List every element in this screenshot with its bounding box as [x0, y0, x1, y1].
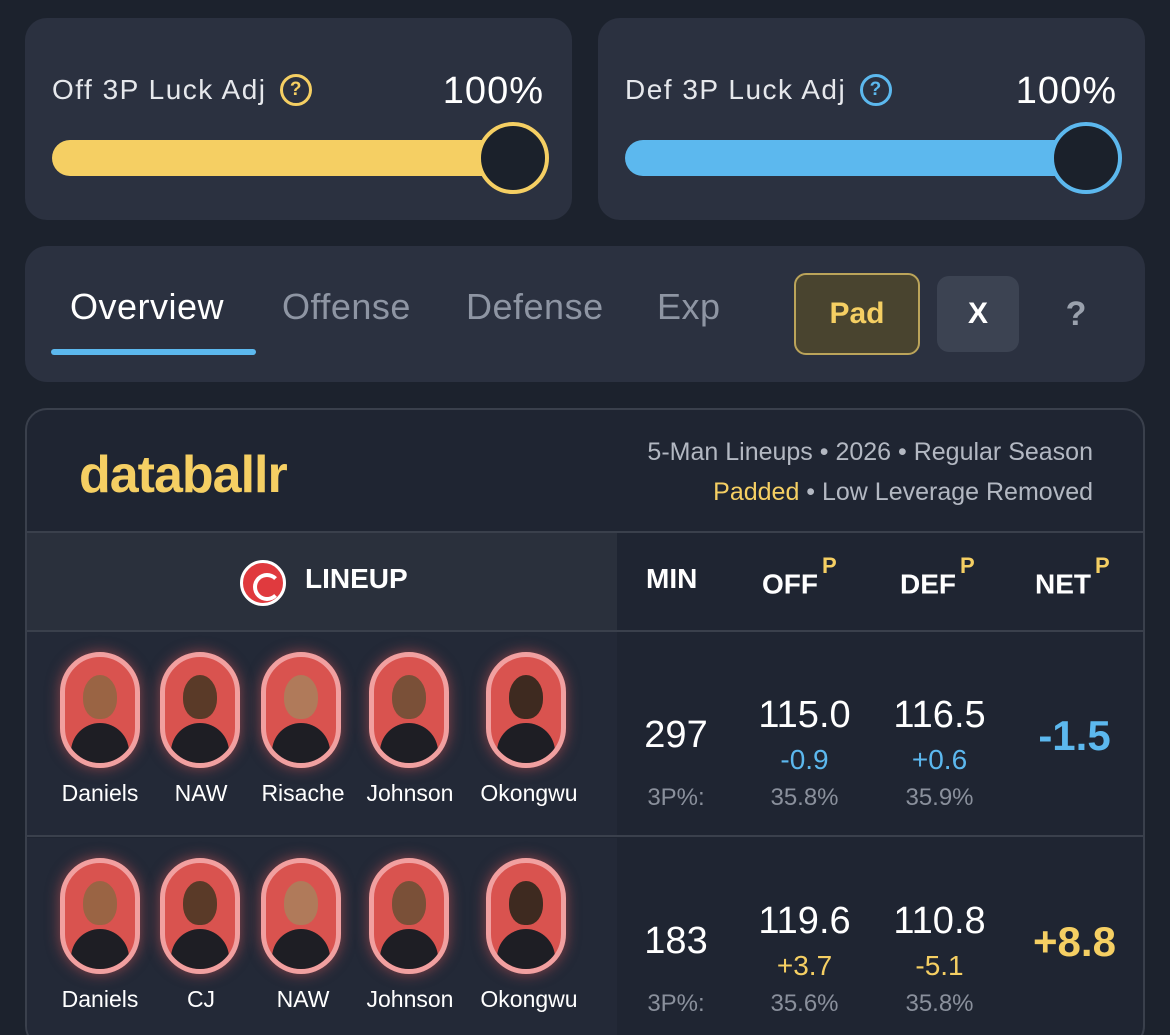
- table-meta-line1: 5-Man Lineups • 2026 • Regular Season: [647, 438, 1093, 466]
- lineup-header-cell: [27, 533, 617, 630]
- player-name: Johnson: [366, 780, 454, 806]
- player-avatar[interactable]: [369, 652, 449, 768]
- player-name: Johnson: [366, 986, 454, 1012]
- tab-exp[interactable]: Exp: [657, 286, 721, 327]
- off-rating: 115.0: [758, 694, 851, 736]
- close-button[interactable]: X: [937, 276, 1019, 352]
- brand-logo: databallr: [79, 446, 288, 504]
- player-avatar[interactable]: [261, 652, 341, 768]
- player-avatar[interactable]: [486, 858, 566, 974]
- table-meta-line2: Padded • Low Leverage Removed: [713, 478, 1093, 507]
- off-delta: -0.9: [780, 744, 829, 775]
- off-3p-pct: 35.8%: [770, 784, 839, 811]
- player-avatar[interactable]: [160, 858, 240, 974]
- tab-defense[interactable]: Defense: [466, 286, 604, 327]
- player-name: Okongwu: [480, 986, 578, 1012]
- min-value: 183: [644, 920, 708, 962]
- def-luck-label-group: Def 3P Luck Adj ?: [625, 74, 893, 106]
- min-value: 297: [644, 714, 708, 756]
- off-luck-slider-track[interactable]: [52, 140, 545, 176]
- help-icon[interactable]: ?: [280, 74, 313, 106]
- player-name: Risache: [261, 780, 345, 806]
- off-header[interactable]: OFFP: [762, 553, 837, 600]
- def-header[interactable]: DEFP: [900, 553, 975, 600]
- divider: [27, 531, 1143, 533]
- player-name: Daniels: [61, 986, 139, 1012]
- lineup-table: databallr 5-Man Lineups • 2026 • Regular…: [25, 408, 1145, 1035]
- min-header[interactable]: MIN: [646, 563, 698, 594]
- def-luck-slider-track[interactable]: [625, 140, 1118, 176]
- player-name: NAW: [276, 986, 330, 1012]
- player-avatar[interactable]: [486, 652, 566, 768]
- def-delta: -5.1: [915, 950, 964, 981]
- player-name: Okongwu: [480, 780, 578, 806]
- divider: [27, 835, 1143, 837]
- player-avatar[interactable]: [60, 652, 140, 768]
- def-3p-pct: 35.8%: [905, 990, 974, 1017]
- player-name: Daniels: [61, 780, 139, 806]
- def-luck-slider-thumb[interactable]: [1050, 122, 1122, 194]
- def-delta: +0.6: [911, 744, 968, 775]
- player-avatar[interactable]: [160, 652, 240, 768]
- off-delta: +3.7: [776, 950, 833, 981]
- help-button[interactable]: ?: [1065, 294, 1087, 333]
- tab-offense[interactable]: Offense: [282, 286, 411, 327]
- padded-label: Padded: [713, 478, 800, 506]
- three-pt-label: 3P%:: [647, 784, 705, 811]
- help-icon[interactable]: ?: [860, 74, 893, 106]
- hawks-logo-icon: [240, 560, 286, 606]
- off-luck-label: Off 3P Luck Adj: [52, 74, 267, 105]
- three-pt-label: 3P%:: [647, 990, 705, 1017]
- tab-overview[interactable]: Overview: [70, 286, 225, 327]
- off-luck-card: Off 3P Luck Adj ? 100%: [25, 18, 572, 220]
- meta-rest: • Low Leverage Removed: [799, 478, 1093, 506]
- def-luck-card: Def 3P Luck Adj ? 100%: [598, 18, 1145, 220]
- off-rating: 119.6: [758, 900, 851, 942]
- off-luck-slider-thumb[interactable]: [477, 122, 549, 194]
- active-tab-indicator: [51, 349, 256, 355]
- off-luck-label-group: Off 3P Luck Adj ?: [52, 74, 313, 106]
- pad-button[interactable]: Pad: [794, 273, 920, 355]
- player-avatar[interactable]: [261, 858, 341, 974]
- net-rating: +8.8: [1033, 918, 1116, 965]
- player-name: NAW: [174, 780, 228, 806]
- net-rating: -1.5: [1038, 712, 1111, 759]
- def-luck-label: Def 3P Luck Adj: [625, 74, 847, 105]
- player-avatar[interactable]: [60, 858, 140, 974]
- def-luck-value: 100%: [1015, 70, 1117, 112]
- lineup-header: LINEUP: [305, 563, 408, 594]
- player-name: CJ: [186, 986, 216, 1012]
- off-3p-pct: 35.6%: [770, 990, 839, 1017]
- def-3p-pct: 35.9%: [905, 784, 974, 811]
- off-luck-value: 100%: [442, 70, 544, 112]
- divider: [27, 630, 1143, 632]
- def-rating: 116.5: [893, 694, 986, 736]
- def-rating: 110.8: [893, 900, 986, 942]
- net-header[interactable]: NETP: [1035, 553, 1110, 600]
- player-avatar[interactable]: [369, 858, 449, 974]
